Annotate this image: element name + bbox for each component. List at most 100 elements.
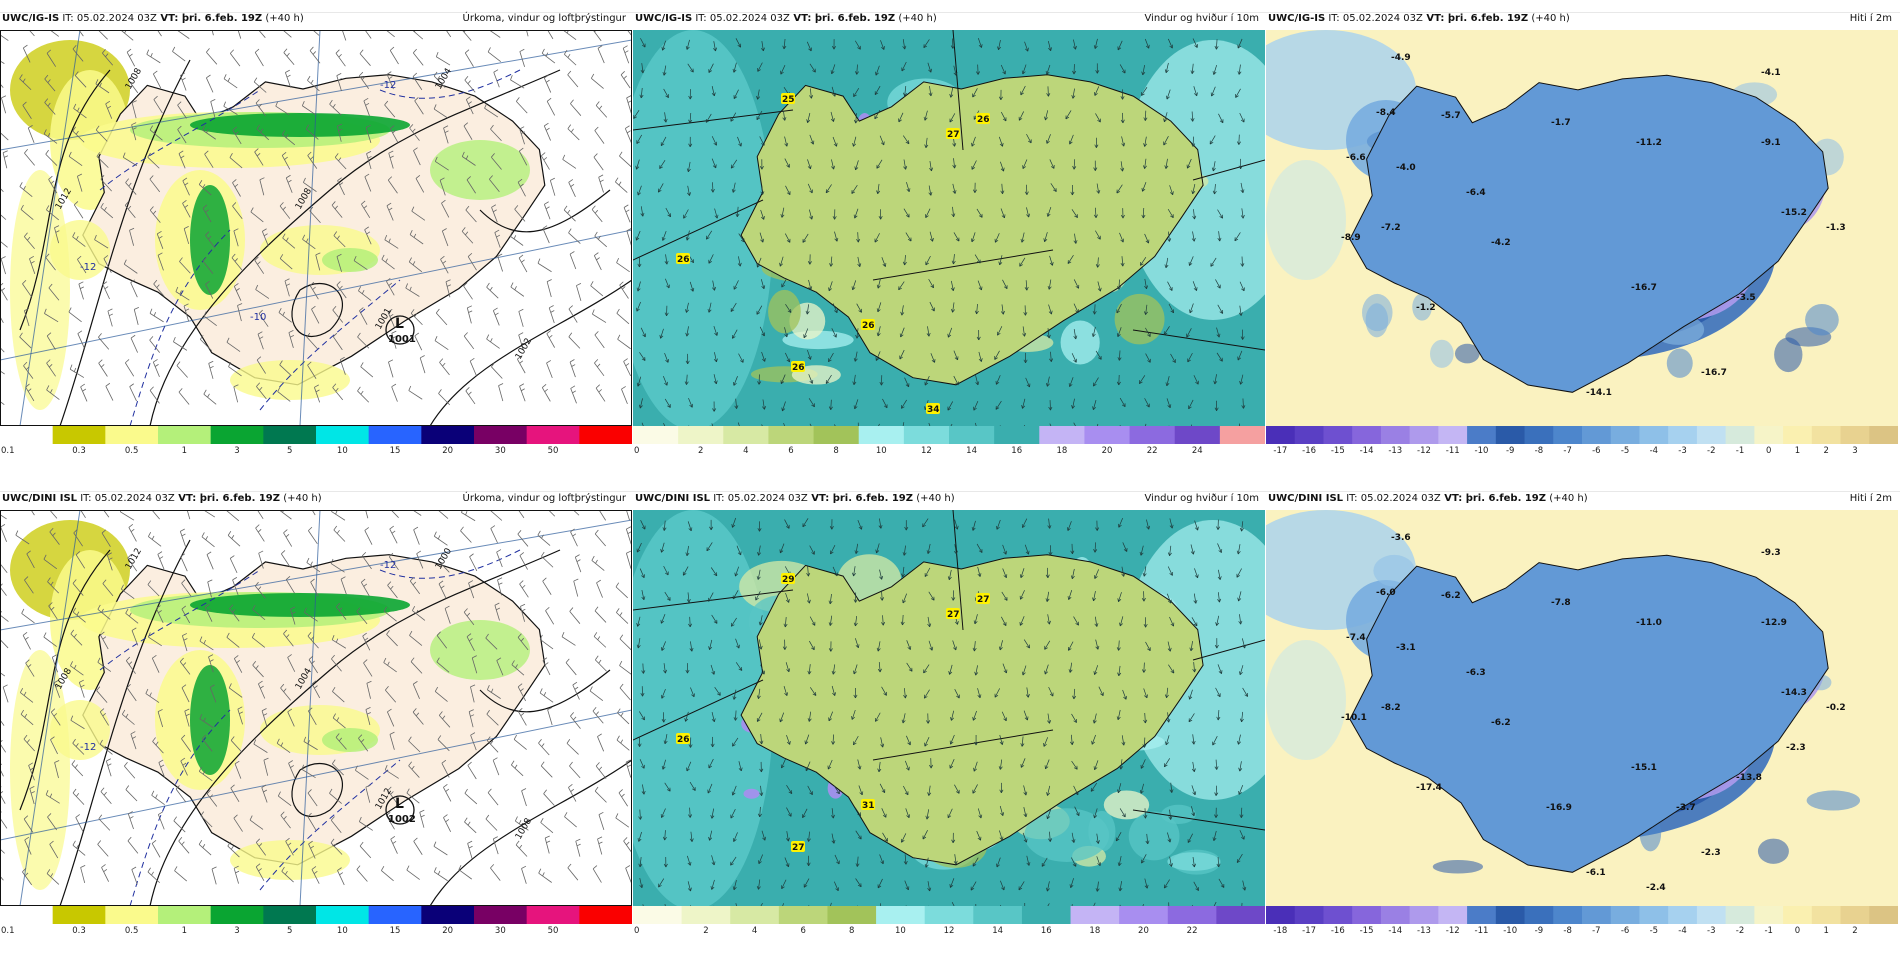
scale-tick-label: -9 bbox=[1506, 446, 1514, 456]
scale-tick-label: 8 bbox=[833, 446, 838, 456]
temperature-label: -1.3 bbox=[1826, 223, 1846, 233]
scale-swatch bbox=[682, 906, 731, 924]
scale-swatch bbox=[1039, 426, 1085, 444]
temperature-label: -3.7 bbox=[1676, 803, 1696, 813]
scale-swatch bbox=[1668, 906, 1697, 924]
gust-label: 26 bbox=[677, 735, 690, 745]
valid-time: þri. 6.feb. 19Z bbox=[815, 13, 895, 24]
precip-area bbox=[190, 665, 230, 775]
scale-swatch bbox=[1754, 426, 1783, 444]
valid-time-label: VT: bbox=[1423, 13, 1448, 24]
scale-tick-label: -16 bbox=[1302, 446, 1316, 456]
lead-time: (+40 h) bbox=[262, 13, 304, 24]
scale-tick-label: -7 bbox=[1563, 446, 1571, 456]
scale-swatch bbox=[1812, 906, 1841, 924]
gust-label: 25 bbox=[782, 95, 795, 105]
panel-p1: UWC/IG-IS IT: 05.02.2024 03Z VT: þri. 6.… bbox=[0, 10, 632, 476]
color-scale-ticks: -17-16-15-14-13-12-11-10-9-8-7-6-5-4-3-2… bbox=[1266, 444, 1898, 456]
panel-header: UWC/DINI ISL IT: 05.02.2024 03Z VT: þri.… bbox=[1266, 490, 1898, 508]
scale-tick-label: -15 bbox=[1331, 446, 1345, 456]
valid-time-label: VT: bbox=[808, 493, 833, 504]
scale-tick-label: 10 bbox=[337, 446, 348, 456]
scale-swatch bbox=[1525, 906, 1554, 924]
model-name: UWC/IG-IS bbox=[635, 13, 692, 24]
scale-swatch bbox=[1467, 906, 1496, 924]
init-time-label: IT: bbox=[710, 493, 728, 504]
panel-header: UWC/IG-IS IT: 05.02.2024 03Z VT: þri. 6.… bbox=[1266, 10, 1898, 28]
temperature-label: -16.9 bbox=[1546, 803, 1572, 813]
scale-tick-label: -6 bbox=[1621, 926, 1629, 936]
gust-label: 27 bbox=[947, 130, 960, 140]
lead-time: (+40 h) bbox=[1546, 493, 1588, 504]
scale-tick-label: 16 bbox=[1011, 446, 1022, 456]
precip-area bbox=[322, 728, 378, 752]
scale-tick-label: -14 bbox=[1360, 446, 1374, 456]
temp-area bbox=[1758, 839, 1789, 864]
temperature-label: -5.7 bbox=[1441, 111, 1461, 121]
temperature-label: -14.1 bbox=[1586, 388, 1612, 398]
gust-label: 29 bbox=[782, 575, 795, 585]
scale-tick-label: 30 bbox=[495, 446, 506, 456]
scale-swatch bbox=[633, 426, 679, 444]
scale-tick-label: 2 bbox=[698, 446, 703, 456]
scale-tick-label: 6 bbox=[800, 926, 805, 936]
scale-swatch bbox=[633, 906, 682, 924]
temperature-label: -7.8 bbox=[1551, 598, 1571, 608]
temp-area bbox=[1366, 303, 1389, 337]
scale-swatch bbox=[994, 426, 1040, 444]
scale-swatch bbox=[1697, 426, 1726, 444]
scale-tick-label: -3 bbox=[1707, 926, 1715, 936]
temperature-label: -3.6 bbox=[1391, 533, 1411, 543]
precip-area bbox=[230, 840, 350, 880]
scale-swatch bbox=[211, 426, 264, 444]
init-time: 05.02.2024 03Z bbox=[1343, 13, 1423, 24]
low-label: L bbox=[395, 316, 404, 332]
temp-area bbox=[1805, 304, 1839, 336]
precip-area bbox=[190, 593, 410, 617]
temperature-label: -8.2 bbox=[1381, 703, 1401, 713]
temperature-label: -4.9 bbox=[1391, 53, 1411, 63]
scale-swatch bbox=[1611, 906, 1640, 924]
scale-swatch bbox=[1869, 906, 1898, 924]
temp-map: -3.6-9.3-6.0-6.2-7.4-3.1-6.3-7.8-11.0-12… bbox=[1266, 510, 1898, 906]
scale-tick-label: 0.1 bbox=[1, 926, 15, 936]
scale-swatch bbox=[1266, 426, 1295, 444]
scale-tick-label: -8 bbox=[1563, 926, 1571, 936]
scale-swatch bbox=[1084, 426, 1130, 444]
isotherm-label: -12 bbox=[380, 560, 396, 571]
scale-tick-label: -2 bbox=[1707, 446, 1715, 456]
temperature-label: -6.0 bbox=[1376, 588, 1396, 598]
init-time-label: IT: bbox=[1325, 13, 1343, 24]
temperature-label: -6.2 bbox=[1491, 718, 1511, 728]
scale-swatch bbox=[1869, 426, 1898, 444]
scale-tick-label: 6 bbox=[788, 446, 793, 456]
scale-tick-label: 50 bbox=[548, 446, 559, 456]
scale-swatch bbox=[1175, 426, 1221, 444]
panel-p4: UWC/DINI ISL IT: 05.02.2024 03Z VT: þri.… bbox=[0, 490, 632, 956]
scale-tick-label: -12 bbox=[1446, 926, 1460, 936]
valid-time-label: VT: bbox=[175, 493, 200, 504]
gust-label: 27 bbox=[947, 610, 960, 620]
scale-swatch bbox=[1438, 906, 1467, 924]
wind-area bbox=[1061, 320, 1100, 364]
model-name: UWC/DINI ISL bbox=[635, 493, 710, 504]
scale-swatch bbox=[1410, 426, 1439, 444]
scale-swatch bbox=[1438, 426, 1467, 444]
scale-tick-label: 1 bbox=[1823, 926, 1828, 936]
panel-title: Vindur og hviður í 10m bbox=[1144, 490, 1259, 508]
temperature-label: -6.3 bbox=[1466, 668, 1486, 678]
scale-swatch bbox=[1639, 906, 1668, 924]
scale-swatch bbox=[768, 426, 814, 444]
scale-swatch bbox=[1611, 426, 1640, 444]
scale-tick-label: 0.1 bbox=[1, 446, 15, 456]
scale-tick-label: -16 bbox=[1331, 926, 1345, 936]
temperature-label: -12.9 bbox=[1761, 618, 1787, 628]
scale-swatch bbox=[925, 906, 974, 924]
scale-swatch bbox=[1119, 906, 1168, 924]
model-name: UWC/IG-IS bbox=[2, 13, 59, 24]
wind-area bbox=[1129, 812, 1180, 861]
scale-swatch bbox=[369, 906, 422, 924]
